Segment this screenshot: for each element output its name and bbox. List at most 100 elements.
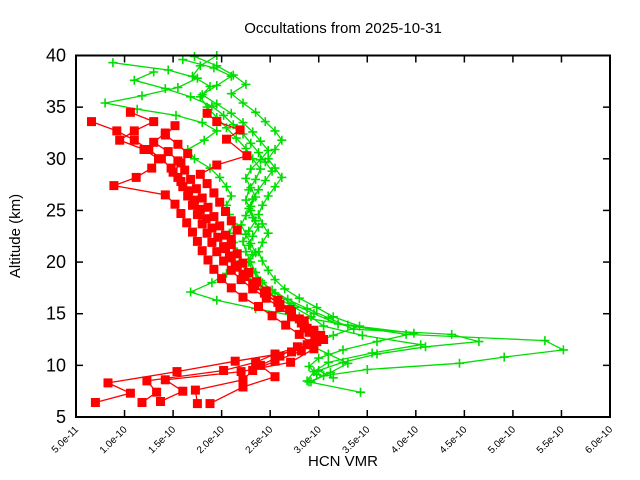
occultation-red-5-square-marker xyxy=(186,174,196,184)
occultation-red-1-square-marker xyxy=(182,218,192,228)
occultation-red-3-square-marker xyxy=(286,357,296,367)
occultation-red-5-square-marker xyxy=(252,277,262,287)
occultation-red-2-square-marker xyxy=(183,191,193,201)
occultation-red-2-square-marker xyxy=(178,182,188,192)
occultation-red-1-square-marker xyxy=(129,126,139,136)
occultation-red-3-square-marker xyxy=(160,375,170,385)
occultation-red-5-square-marker xyxy=(261,286,271,296)
occultation-red-5-square-marker xyxy=(275,351,285,361)
x-tick-label: 2.0e-10 xyxy=(195,424,227,456)
x-tick-label: 4.5e-10 xyxy=(438,424,470,456)
occultation-red-1-square-marker xyxy=(281,320,291,330)
occultation-red-2-square-marker xyxy=(207,237,217,247)
occultation-red-1-square-marker xyxy=(267,311,277,321)
occultation-red-5-square-marker xyxy=(173,156,183,166)
occultation-red-1-square-marker xyxy=(115,135,125,145)
x-tick-label: 1.5e-10 xyxy=(146,424,178,456)
occultation-red-4-square-marker xyxy=(232,225,242,235)
occultation-green-4-plus-markers xyxy=(129,67,419,380)
occultation-red-1-square-marker xyxy=(238,292,248,302)
occultation-red-4-square-marker xyxy=(235,125,245,135)
occultation-red-1-square-marker xyxy=(209,264,219,274)
occultation-red-4-square-marker xyxy=(192,399,202,409)
occultation-red-1-square-marker xyxy=(217,274,227,284)
y-tick-label: 20 xyxy=(46,252,66,272)
occultation-red-5-square-marker xyxy=(285,305,295,315)
occultation-red-2-square-marker xyxy=(137,398,147,407)
occultation-red-5-square-marker xyxy=(292,342,302,352)
occultation-red-1-square-marker xyxy=(192,236,202,246)
occultation-red-4-square-marker xyxy=(248,366,258,375)
y-tick-label: 15 xyxy=(46,304,66,324)
occultation-red-1-square-marker xyxy=(176,209,186,218)
occultation-red-2-square-marker xyxy=(144,145,154,154)
occultation-red-5-square-marker xyxy=(270,372,280,382)
occultation-red-3-square-marker xyxy=(183,149,193,159)
occultation-red-3-square-marker xyxy=(178,386,188,396)
occultation-red-3-square-marker xyxy=(176,177,186,186)
occultation-red-2-square-marker xyxy=(219,366,229,375)
occultation-red-4-square-marker xyxy=(221,207,230,216)
y-axis-label: Altitude (km) xyxy=(7,193,24,279)
occultation-red-1-square-marker xyxy=(188,227,197,237)
occultation-red-2-square-marker xyxy=(226,265,236,275)
occultation-red-5-square-marker xyxy=(215,221,225,231)
occultation-red-2-square-marker xyxy=(188,200,197,210)
y-tick-label: 10 xyxy=(46,355,66,375)
occultation-red-1-square-marker xyxy=(109,181,119,191)
occultation-red-2-square-marker xyxy=(202,228,212,238)
occultation-red-2-square-marker xyxy=(142,376,152,386)
y-tick-label: 35 xyxy=(46,97,66,117)
occultation-red-5-square-marker xyxy=(244,267,254,277)
occultation-red-1-square-marker xyxy=(131,172,141,182)
occultation-red-1-square-marker xyxy=(203,255,213,265)
x-tick-label: 4.0e-10 xyxy=(389,424,421,456)
occultation-red-2-square-marker xyxy=(302,340,312,350)
occultation-red-4-square-marker xyxy=(195,169,205,179)
occultation-red-2-square-marker xyxy=(212,247,222,257)
occultation-red-5-square-marker xyxy=(163,147,173,157)
occultation-red-3-square-marker xyxy=(173,139,183,149)
occultation-red-5-square-marker xyxy=(238,382,248,392)
occultation-red-2-square-marker xyxy=(197,219,207,229)
y-tick-label: 40 xyxy=(46,46,66,66)
occultation-red-2-square-marker xyxy=(270,349,280,359)
occultation-red-3-square-marker xyxy=(236,367,246,377)
x-tick-label: 1.0e-10 xyxy=(98,424,130,456)
occultation-red-1-square-marker xyxy=(294,329,304,339)
occultation-red-5-square-marker xyxy=(238,258,248,268)
occultation-red-1-square-marker xyxy=(170,199,180,209)
occultation-red-3-square-marker xyxy=(309,325,319,335)
occultation-red-4-square-marker xyxy=(212,117,222,127)
occultation-red-5-square-marker xyxy=(203,202,213,212)
occultation-red-4-square-marker xyxy=(202,179,212,189)
occultation-red-4-square-marker xyxy=(226,216,236,226)
occultation-red-4-square-marker xyxy=(212,160,222,170)
occultation-red-3-square-marker xyxy=(213,232,223,242)
occultation-red-5-square-marker xyxy=(209,212,219,222)
occultation-red-4-square-marker xyxy=(222,134,231,144)
occultation-red-3-square-marker xyxy=(156,397,165,406)
occultation-red-3-square-marker xyxy=(207,223,217,233)
occultation-red-1-square-marker xyxy=(254,302,263,311)
occultation-red-5-square-marker xyxy=(226,240,236,249)
occultation-red-1-square-marker xyxy=(226,283,236,293)
occultation-red-2-square-marker xyxy=(251,357,261,367)
occultation-red-5-square-marker xyxy=(302,323,312,333)
occultation-red-1-square-marker xyxy=(160,190,170,200)
occultation-red-1-square-marker xyxy=(125,107,135,117)
x-tick-label: 5.5e-10 xyxy=(535,424,567,456)
x-tick-label: 2.5e-10 xyxy=(244,424,276,456)
occultation-red-3-square-marker xyxy=(170,121,180,131)
occultation-red-5-square-marker xyxy=(160,128,170,138)
occultation-red-1-square-marker xyxy=(197,246,207,256)
occultation-red-5-square-marker xyxy=(273,295,283,305)
occultation-red-4-square-marker xyxy=(226,253,236,263)
occultation-red-5-square-marker xyxy=(180,165,190,175)
occultation-red-3-square-marker xyxy=(201,214,211,224)
occultation-red-2-square-marker xyxy=(156,154,166,164)
occultation-red-2-square-marker xyxy=(129,135,139,145)
y-tick-label: 5 xyxy=(56,407,66,427)
